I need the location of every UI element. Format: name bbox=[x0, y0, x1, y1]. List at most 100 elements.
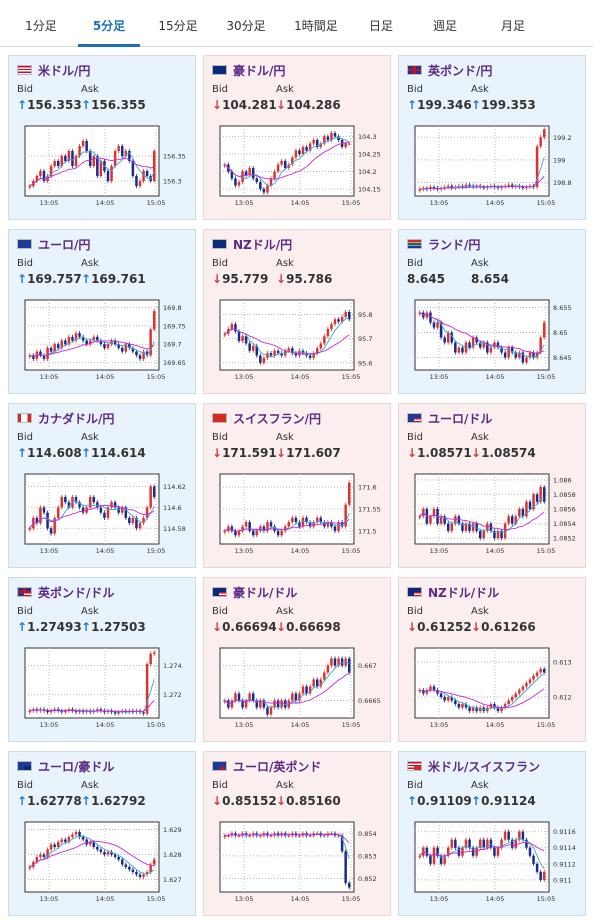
x-tick-label: 14:05 bbox=[486, 199, 505, 207]
rate-card[interactable]: ユーロ/英ポンド Bid Ask ↓0.85152 ↓0.85160 13:05 14:05… bbox=[203, 751, 391, 916]
rate-chart[interactable]: 13:05 14:05 15:05 114.62 114.6 114.58 bbox=[17, 470, 189, 561]
candle bbox=[78, 502, 81, 508]
pair-name[interactable]: カナダドル/円 bbox=[38, 411, 115, 426]
rate-card[interactable]: NZドル/円 Bid Ask ↓95.779 ↓95.786 13:05 14:05 15:0… bbox=[203, 229, 391, 394]
candle bbox=[298, 522, 301, 527]
tab-4[interactable]: 1時間足 bbox=[294, 19, 338, 33]
y-tick-label: 0.667 bbox=[358, 662, 377, 670]
candle bbox=[521, 509, 525, 517]
rate-card[interactable]: ユーロ/豪ドル Bid Ask ↑1.62778 ↑1.62792 13:05 14:05 1… bbox=[8, 751, 196, 916]
rate-card[interactable]: カナダドル/円 Bid Ask ↑114.608 ↑114.614 13:05 14:05 1… bbox=[8, 403, 196, 568]
pair-name[interactable]: ユーロ/ドル bbox=[428, 411, 493, 426]
rate-chart[interactable]: 13:05 14:05 15:05 8.655 8.65 8.645 bbox=[407, 296, 579, 387]
tab-6[interactable]: 週足 bbox=[432, 19, 457, 33]
pair-name[interactable]: 英ポンド/円 bbox=[428, 63, 493, 78]
rate-card[interactable]: 英ポンド/ドル Bid Ask ↑1.27493 ↑1.27503 13:05 14:05 1… bbox=[8, 577, 196, 742]
rate-chart[interactable]: 13:05 14:05 15:05 0.854 0.853 0.852 bbox=[212, 818, 384, 909]
pair-name[interactable]: 英ポンド/ドル bbox=[38, 585, 115, 600]
rate-card[interactable]: NZドル/ドル Bid Ask ↓0.61252 ↓0.61266 13:05 14:05 1… bbox=[398, 577, 586, 742]
candlestick-chart: 13:05 14:05 15:05 0.613 0.612 bbox=[414, 647, 572, 729]
rate-chart[interactable]: 13:05 14:05 15:05 104.3 104.25 104.2 104.15 bbox=[212, 122, 384, 213]
pair-name[interactable]: 豪ドル/円 bbox=[233, 63, 286, 78]
x-tick-label: 14:05 bbox=[291, 373, 310, 381]
pair-name[interactable]: 豪ドル/ドル bbox=[233, 585, 298, 600]
rate-chart[interactable]: 13:05 14:05 15:05 0.9116 0.9114 0.9112 0.911 bbox=[407, 818, 579, 909]
rate-chart[interactable]: 13:05 14:05 15:05 1.629 1.628 1.627 bbox=[17, 818, 189, 909]
pair-name[interactable]: ランド/円 bbox=[428, 237, 481, 252]
candle bbox=[464, 704, 468, 708]
y-tick-label: 104.3 bbox=[358, 133, 377, 141]
x-tick-label: 14:05 bbox=[291, 199, 310, 207]
pair-name[interactable]: 米ドル/スイスフラン bbox=[428, 759, 541, 774]
candle bbox=[142, 712, 145, 714]
tab-5[interactable]: 日足 bbox=[368, 19, 393, 33]
candle bbox=[237, 693, 241, 701]
pair-name[interactable]: NZドル/ドル bbox=[428, 585, 500, 600]
candle bbox=[326, 665, 330, 673]
candle bbox=[152, 859, 156, 865]
candle bbox=[276, 350, 280, 354]
rate-chart[interactable]: 13:05 14:05 15:05 95.8 95.7 95.6 bbox=[212, 296, 384, 387]
rate-card[interactable]: 豪ドル/円 Bid Ask ↓104.281 ↓104.286 13:05 14:05 15:… bbox=[203, 55, 391, 220]
pair-name[interactable]: ユーロ/円 bbox=[38, 237, 91, 252]
candle bbox=[312, 522, 315, 527]
tab-0[interactable]: 1分足 bbox=[25, 19, 57, 33]
ma-long-line bbox=[29, 157, 155, 187]
rate-card[interactable]: ユーロ/ドル Bid Ask ↓1.08571 ↓1.08574 13:05 14:05 15… bbox=[398, 403, 586, 568]
rate-card[interactable]: 米ドル/スイスフラン Bid Ask ↑0.91109 ↑0.91124 13:05 14:… bbox=[398, 751, 586, 916]
rate-chart[interactable]: 13:05 14:05 15:05 0.613 0.612 bbox=[407, 644, 579, 735]
pair-name[interactable]: 米ドル/円 bbox=[38, 63, 91, 78]
candle bbox=[510, 516, 514, 524]
candle bbox=[273, 171, 276, 179]
rate-card[interactable]: ランド/円 Bid Ask 8.645 8.654 13:05 14:05 15:05 8.65… bbox=[398, 229, 586, 394]
candle bbox=[539, 337, 542, 353]
candle bbox=[471, 337, 475, 348]
rate-chart[interactable]: 13:05 14:05 15:05 156.35 156.3 bbox=[17, 122, 189, 213]
candle bbox=[443, 337, 446, 343]
bid-label: Bid bbox=[17, 432, 33, 443]
candle bbox=[425, 690, 429, 694]
candle bbox=[230, 526, 234, 531]
candle bbox=[468, 342, 471, 348]
candle bbox=[103, 344, 106, 348]
rate-chart[interactable]: 13:05 14:05 15:05 171.6 171.55 171.5 bbox=[212, 470, 384, 561]
candle bbox=[291, 693, 294, 701]
rate-chart[interactable]: 13:05 14:05 15:05 1.274 1.272 bbox=[17, 644, 189, 735]
tab-3[interactable]: 30分足 bbox=[226, 19, 266, 33]
bid-label: Bid bbox=[17, 606, 33, 617]
rate-chart[interactable]: 13:05 14:05 15:05 199.2 199 198.8 bbox=[407, 122, 579, 213]
candle bbox=[124, 151, 128, 156]
pair-name[interactable]: ユーロ/豪ドル bbox=[38, 759, 115, 774]
tab-2[interactable]: 15分足 bbox=[158, 19, 198, 33]
candle bbox=[443, 697, 446, 701]
pair-name[interactable]: NZドル/円 bbox=[233, 237, 293, 252]
candle bbox=[454, 516, 457, 524]
rate-card[interactable]: 米ドル/円 Bid Ask ↑156.353 ↑156.355 13:05 14:05 15:… bbox=[8, 55, 196, 220]
rate-card[interactable]: スイスフラン/円 Bid Ask ↓171.591 ↓171.607 13:05 14:05… bbox=[203, 403, 391, 568]
rate-chart[interactable]: 13:05 14:05 15:05 0.667 0.6665 bbox=[212, 644, 384, 735]
tab-1[interactable]: 5分足 bbox=[78, 0, 140, 47]
candle bbox=[78, 146, 81, 156]
pair-name[interactable]: ユーロ/英ポンド bbox=[233, 759, 322, 774]
candle bbox=[344, 312, 347, 317]
bid-price: ↑1.62778 bbox=[17, 794, 82, 808]
tab-7[interactable]: 月足 bbox=[500, 19, 525, 33]
candle bbox=[319, 343, 323, 349]
candle bbox=[542, 322, 546, 338]
rate-chart[interactable]: 13:05 14:05 15:05 1.086 1.0858 1.0856 1.0854 1.… bbox=[407, 470, 579, 561]
rate-card[interactable]: 英ポンド/円 Bid Ask ↑199.346 ↑199.353 13:05 14:05 15… bbox=[398, 55, 586, 220]
rate-card[interactable]: 豪ドル/ドル Bid Ask ↓0.66694 ↓0.66698 13:05 14:05 15… bbox=[203, 577, 391, 742]
candle bbox=[276, 700, 280, 708]
bid-price: ↓0.85152 bbox=[212, 794, 277, 808]
x-tick-label: 15:05 bbox=[147, 895, 166, 903]
pair-name[interactable]: スイスフラン/円 bbox=[233, 411, 322, 426]
rate-card[interactable]: ユーロ/円 Bid Ask ↑169.757 ↑169.761 13:05 14:05 15:… bbox=[8, 229, 196, 394]
candle bbox=[276, 164, 280, 172]
candle bbox=[518, 352, 521, 358]
candle bbox=[330, 658, 333, 666]
candle bbox=[99, 161, 103, 176]
candle bbox=[49, 844, 53, 850]
candle bbox=[475, 707, 478, 711]
candle bbox=[344, 143, 347, 147]
rate-chart[interactable]: 13:05 14:05 15:05 169.8 169.75 169.7 169.65 bbox=[17, 296, 189, 387]
